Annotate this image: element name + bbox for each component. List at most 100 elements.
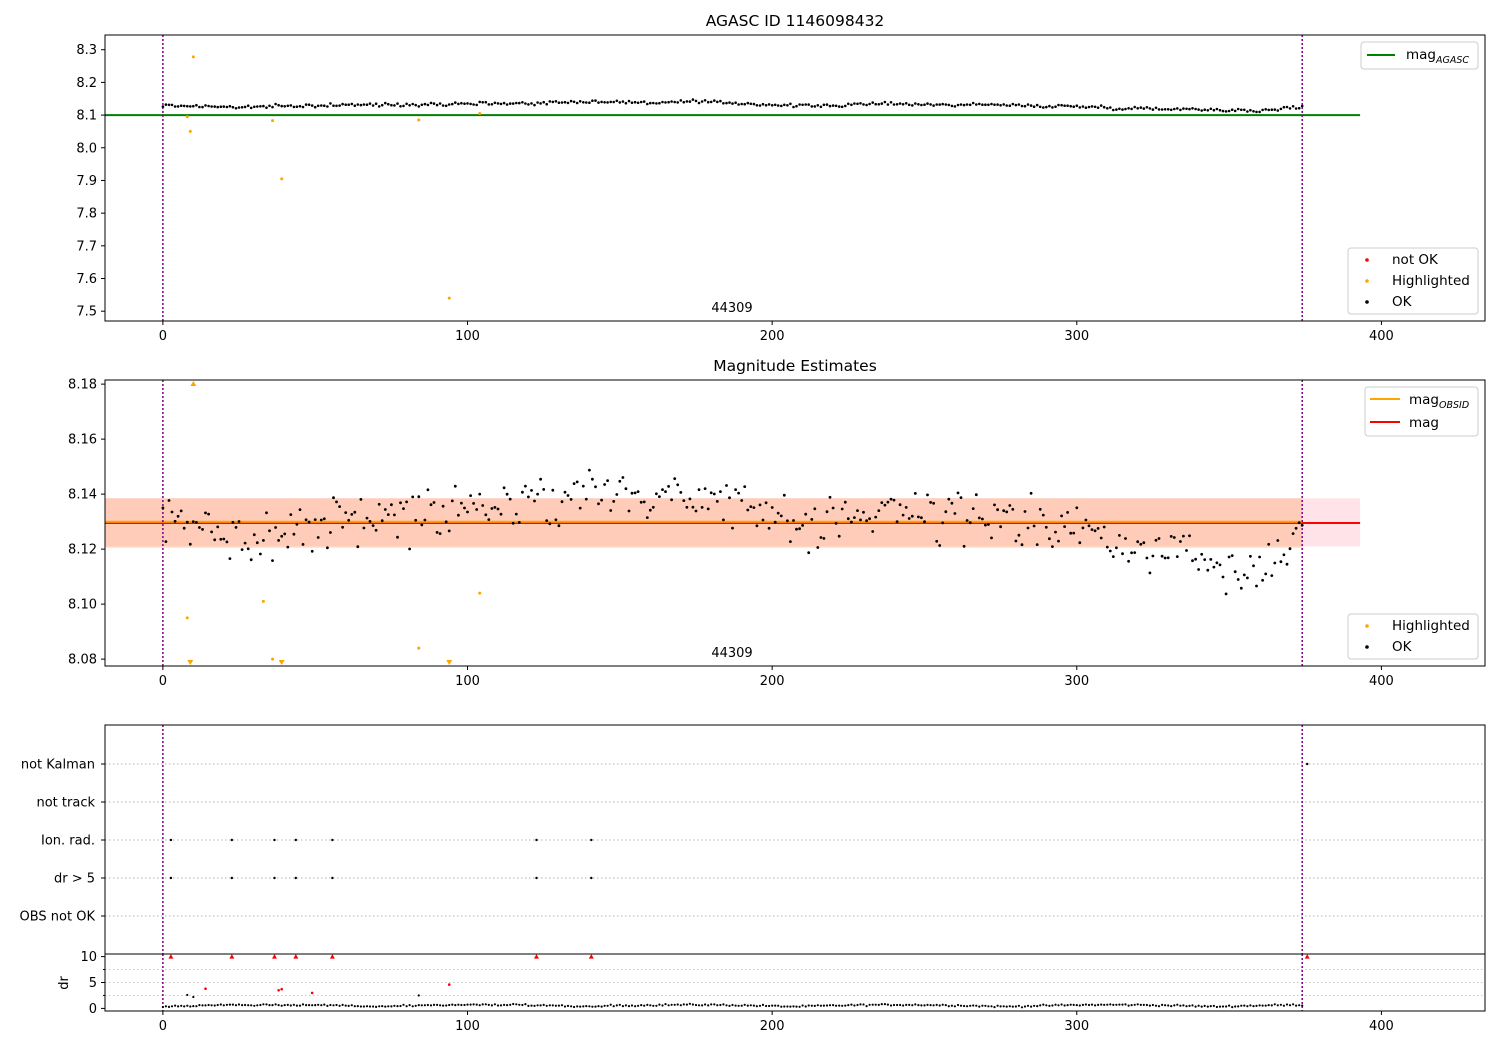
ok-point <box>1011 1005 1014 1008</box>
ok-point <box>539 477 542 481</box>
ok-point <box>1142 541 1146 545</box>
ok-point <box>664 490 667 493</box>
ok-point <box>728 496 731 500</box>
ok-point <box>344 1004 347 1007</box>
ok-point <box>527 495 530 499</box>
ok-point <box>804 103 807 106</box>
ok-point <box>426 1003 429 1007</box>
ok-point <box>533 103 536 107</box>
ok-point <box>588 101 591 104</box>
ok-point <box>347 1004 350 1008</box>
ok-point <box>597 1005 600 1008</box>
ok-point <box>1099 536 1103 540</box>
ok-point <box>475 508 479 511</box>
ok-point <box>959 1004 963 1007</box>
ok-point <box>442 1004 445 1007</box>
ok-point <box>517 521 521 524</box>
ok-point <box>271 559 274 562</box>
ok-point <box>356 1005 359 1008</box>
ok-point <box>192 1005 195 1008</box>
ok-point <box>786 104 789 107</box>
agasc-annotation: 44309 <box>711 301 752 316</box>
flag-point <box>294 838 298 842</box>
ok-point <box>1051 106 1054 109</box>
ok-point <box>944 1004 947 1007</box>
ok-point <box>652 1004 655 1007</box>
flag-point <box>169 838 173 842</box>
ok-point <box>438 532 442 535</box>
ok-point <box>1054 105 1057 108</box>
ok-point <box>1221 1005 1225 1008</box>
ok-point <box>1105 545 1109 549</box>
ok-point <box>490 103 494 106</box>
ok-point <box>359 103 363 107</box>
ok-point <box>774 1004 777 1007</box>
ok-point <box>1243 108 1246 112</box>
ok-point <box>840 105 844 109</box>
ok-point <box>1023 1005 1027 1008</box>
ok-point <box>856 102 859 106</box>
ok-point <box>923 103 926 106</box>
ok-point <box>1267 108 1270 112</box>
ok-point <box>450 499 454 503</box>
ok-point <box>1084 106 1088 109</box>
ok-point <box>515 1003 518 1006</box>
ok-point <box>573 1005 576 1009</box>
ok-point <box>935 539 939 543</box>
ok-point <box>1041 513 1045 517</box>
ok-point <box>1002 509 1006 513</box>
ok-point <box>518 101 521 105</box>
ok-point <box>859 102 862 105</box>
ok-point <box>911 1004 914 1007</box>
ok-point <box>1282 1004 1285 1007</box>
ok-point <box>1087 105 1091 109</box>
ok-point <box>609 509 613 512</box>
dr-data <box>105 954 1485 1011</box>
ok-point <box>594 99 597 102</box>
ok-point <box>420 103 424 107</box>
ok-point <box>1228 1004 1231 1007</box>
ok-point <box>987 523 990 526</box>
ok-point <box>1011 507 1015 511</box>
ok-point <box>335 1003 338 1007</box>
ok-point <box>1200 109 1203 112</box>
ok-point <box>180 1004 183 1007</box>
highlighted-point <box>478 111 482 115</box>
ok-point <box>1115 108 1118 111</box>
ok-point <box>353 104 357 107</box>
highlighted-point <box>478 591 482 595</box>
ok-point <box>509 1003 512 1006</box>
ok-point <box>877 509 881 512</box>
ok-point <box>971 101 975 105</box>
ok-point <box>767 526 771 530</box>
ok-point <box>1206 109 1210 112</box>
ok-point <box>926 1003 929 1007</box>
ok-point <box>981 103 984 106</box>
ok-point <box>1252 110 1255 113</box>
ok-point <box>612 1005 615 1008</box>
ok-point <box>1224 110 1228 113</box>
ok-point <box>1188 534 1191 538</box>
ok-point <box>243 541 247 545</box>
ok-point <box>314 1004 317 1007</box>
ok-point <box>813 1004 816 1008</box>
ok-point <box>259 105 262 108</box>
ok-point <box>414 103 418 107</box>
ok-point <box>1124 537 1127 540</box>
ok-point <box>460 501 463 505</box>
ok-point <box>652 101 655 105</box>
ok-point <box>399 105 402 108</box>
ok-point <box>838 1004 841 1007</box>
ok-point <box>365 516 369 520</box>
ok-point <box>1194 107 1197 111</box>
ok-point <box>1255 584 1258 588</box>
ok-point <box>685 100 689 103</box>
ok-point <box>740 102 743 106</box>
ok-point <box>786 519 789 523</box>
ok-point <box>478 1004 481 1007</box>
ok-point <box>917 515 920 519</box>
ok-point <box>417 1004 420 1007</box>
ok-point <box>670 498 673 502</box>
ok-point <box>247 1004 250 1007</box>
ok-point <box>201 105 204 109</box>
